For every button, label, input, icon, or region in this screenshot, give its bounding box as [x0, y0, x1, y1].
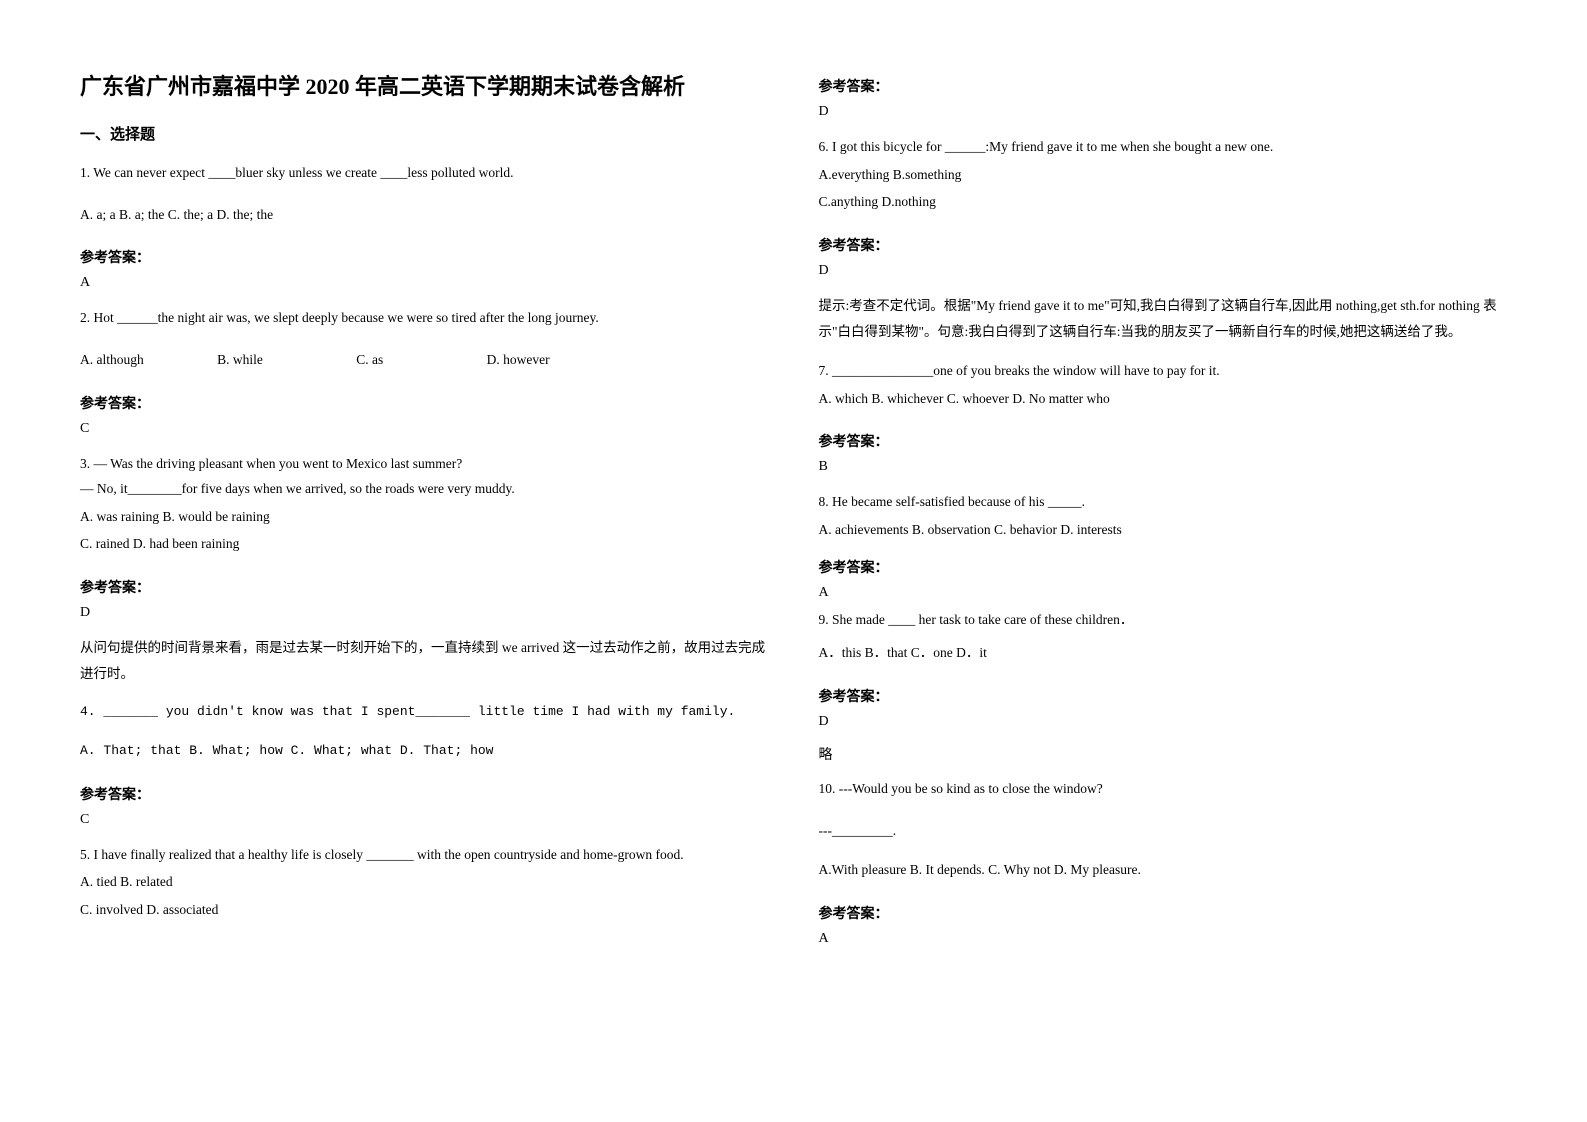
q5-answer-label: 参考答案： — [819, 76, 1508, 96]
q1-answer-label: 参考答案： — [80, 247, 769, 267]
q3-line2: — No, it________for five days when we ar… — [80, 476, 769, 502]
q2-answer: C — [80, 421, 769, 437]
q6-explanation: 提示:考查不定代词。根据"My friend gave it to me"可知,… — [819, 293, 1508, 344]
q3-line1: 3. — Was the driving pleasant when you w… — [80, 451, 769, 477]
q10-answer: A — [819, 931, 1508, 947]
q7-answer: B — [819, 459, 1508, 475]
q7-options: A. which B. whichever C. whoever D. No m… — [819, 386, 1508, 412]
q1-options-text: A. a; a B. a; the C. the; a D. the; the — [80, 202, 769, 228]
q2-text: 2. Hot ______the night air was, we slept… — [80, 305, 769, 331]
question-1: 1. We can never expect ____bluer sky unl… — [80, 160, 769, 186]
q9-options: A．this B．that C．one D．it — [819, 640, 1508, 666]
q2-answer-label: 参考答案： — [80, 393, 769, 413]
q9-brief: 略 — [819, 744, 1508, 764]
document-title: 广东省广州市嘉福中学 2020 年高二英语下学期期末试卷含解析 — [80, 70, 769, 103]
q7-answer-label: 参考答案： — [819, 431, 1508, 451]
q10-line2: ---_________. — [819, 818, 1508, 844]
q6-opt1: A.everything B.something — [819, 162, 1508, 188]
q4-text: 4. _______ you didn't know was that I sp… — [80, 700, 769, 725]
q6-text: 6. I got this bicycle for ______:My frie… — [819, 134, 1508, 160]
q1-answer: A — [80, 275, 769, 291]
q5-text: 5. I have finally realized that a health… — [80, 842, 769, 868]
section-heading: 一、选择题 — [80, 123, 769, 144]
q1-text: 1. We can never expect ____bluer sky unl… — [80, 160, 769, 186]
q4-answer-label: 参考答案： — [80, 784, 769, 804]
q9-answer: D — [819, 714, 1508, 730]
q5-answer: D — [819, 104, 1508, 120]
q9-text: 9. She made ____ her task to take care o… — [819, 607, 1508, 633]
question-3: 3. — Was the driving pleasant when you w… — [80, 451, 769, 558]
right-column: 参考答案： D 6. I got this bicycle for ______… — [819, 70, 1508, 1052]
left-column: 广东省广州市嘉福中学 2020 年高二英语下学期期末试卷含解析 一、选择题 1.… — [80, 70, 769, 1052]
q9-answer-label: 参考答案： — [819, 686, 1508, 706]
question-2: 2. Hot ______the night air was, we slept… — [80, 305, 769, 331]
q6-answer-label: 参考答案： — [819, 235, 1508, 255]
q4-options: A. That; that B. What; how C. What; what… — [80, 739, 769, 764]
q3-opt1: A. was raining B. would be raining — [80, 504, 769, 530]
q2-optD: D. however — [487, 347, 550, 373]
question-6: 6. I got this bicycle for ______:My frie… — [819, 134, 1508, 215]
q4-answer: C — [80, 812, 769, 828]
question-5: 5. I have finally realized that a health… — [80, 842, 769, 923]
question-9: 9. She made ____ her task to take care o… — [819, 607, 1508, 666]
q3-answer-label: 参考答案： — [80, 577, 769, 597]
q8-text: 8. He became self-satisfied because of h… — [819, 489, 1508, 515]
q7-text: 7. _______________one of you breaks the … — [819, 358, 1508, 384]
question-4: 4. _______ you didn't know was that I sp… — [80, 700, 769, 725]
q6-answer: D — [819, 263, 1508, 279]
q10-line1: 10. ---Would you be so kind as to close … — [819, 776, 1508, 802]
q5-opt1: A. tied B. related — [80, 869, 769, 895]
q8-options: A. achievements B. observation C. behavi… — [819, 517, 1508, 543]
question-7: 7. _______________one of you breaks the … — [819, 358, 1508, 411]
q2-optB: B. while — [217, 347, 263, 373]
q1-options: A. a; a B. a; the C. the; a D. the; the — [80, 200, 769, 228]
q3-explanation: 从问句提供的时间背景来看，雨是过去某一时刻开始下的，一直持续到 we arriv… — [80, 635, 769, 686]
q10-options: A.With pleasure B. It depends. C. Why no… — [819, 857, 1508, 883]
q3-opt2: C. rained D. had been raining — [80, 531, 769, 557]
q2-optC: C. as — [356, 347, 383, 373]
q2-options: A. although B. while C. as D. however — [80, 347, 769, 373]
question-10: 10. ---Would you be so kind as to close … — [819, 776, 1508, 883]
q2-optA: A. although — [80, 347, 144, 373]
q5-opt2: C. involved D. associated — [80, 897, 769, 923]
q8-answer: A — [819, 585, 1508, 601]
q3-answer: D — [80, 605, 769, 621]
q8-answer-label: 参考答案： — [819, 557, 1508, 577]
question-8: 8. He became self-satisfied because of h… — [819, 489, 1508, 542]
q10-answer-label: 参考答案： — [819, 903, 1508, 923]
q6-opt2: C.anything D.nothing — [819, 189, 1508, 215]
